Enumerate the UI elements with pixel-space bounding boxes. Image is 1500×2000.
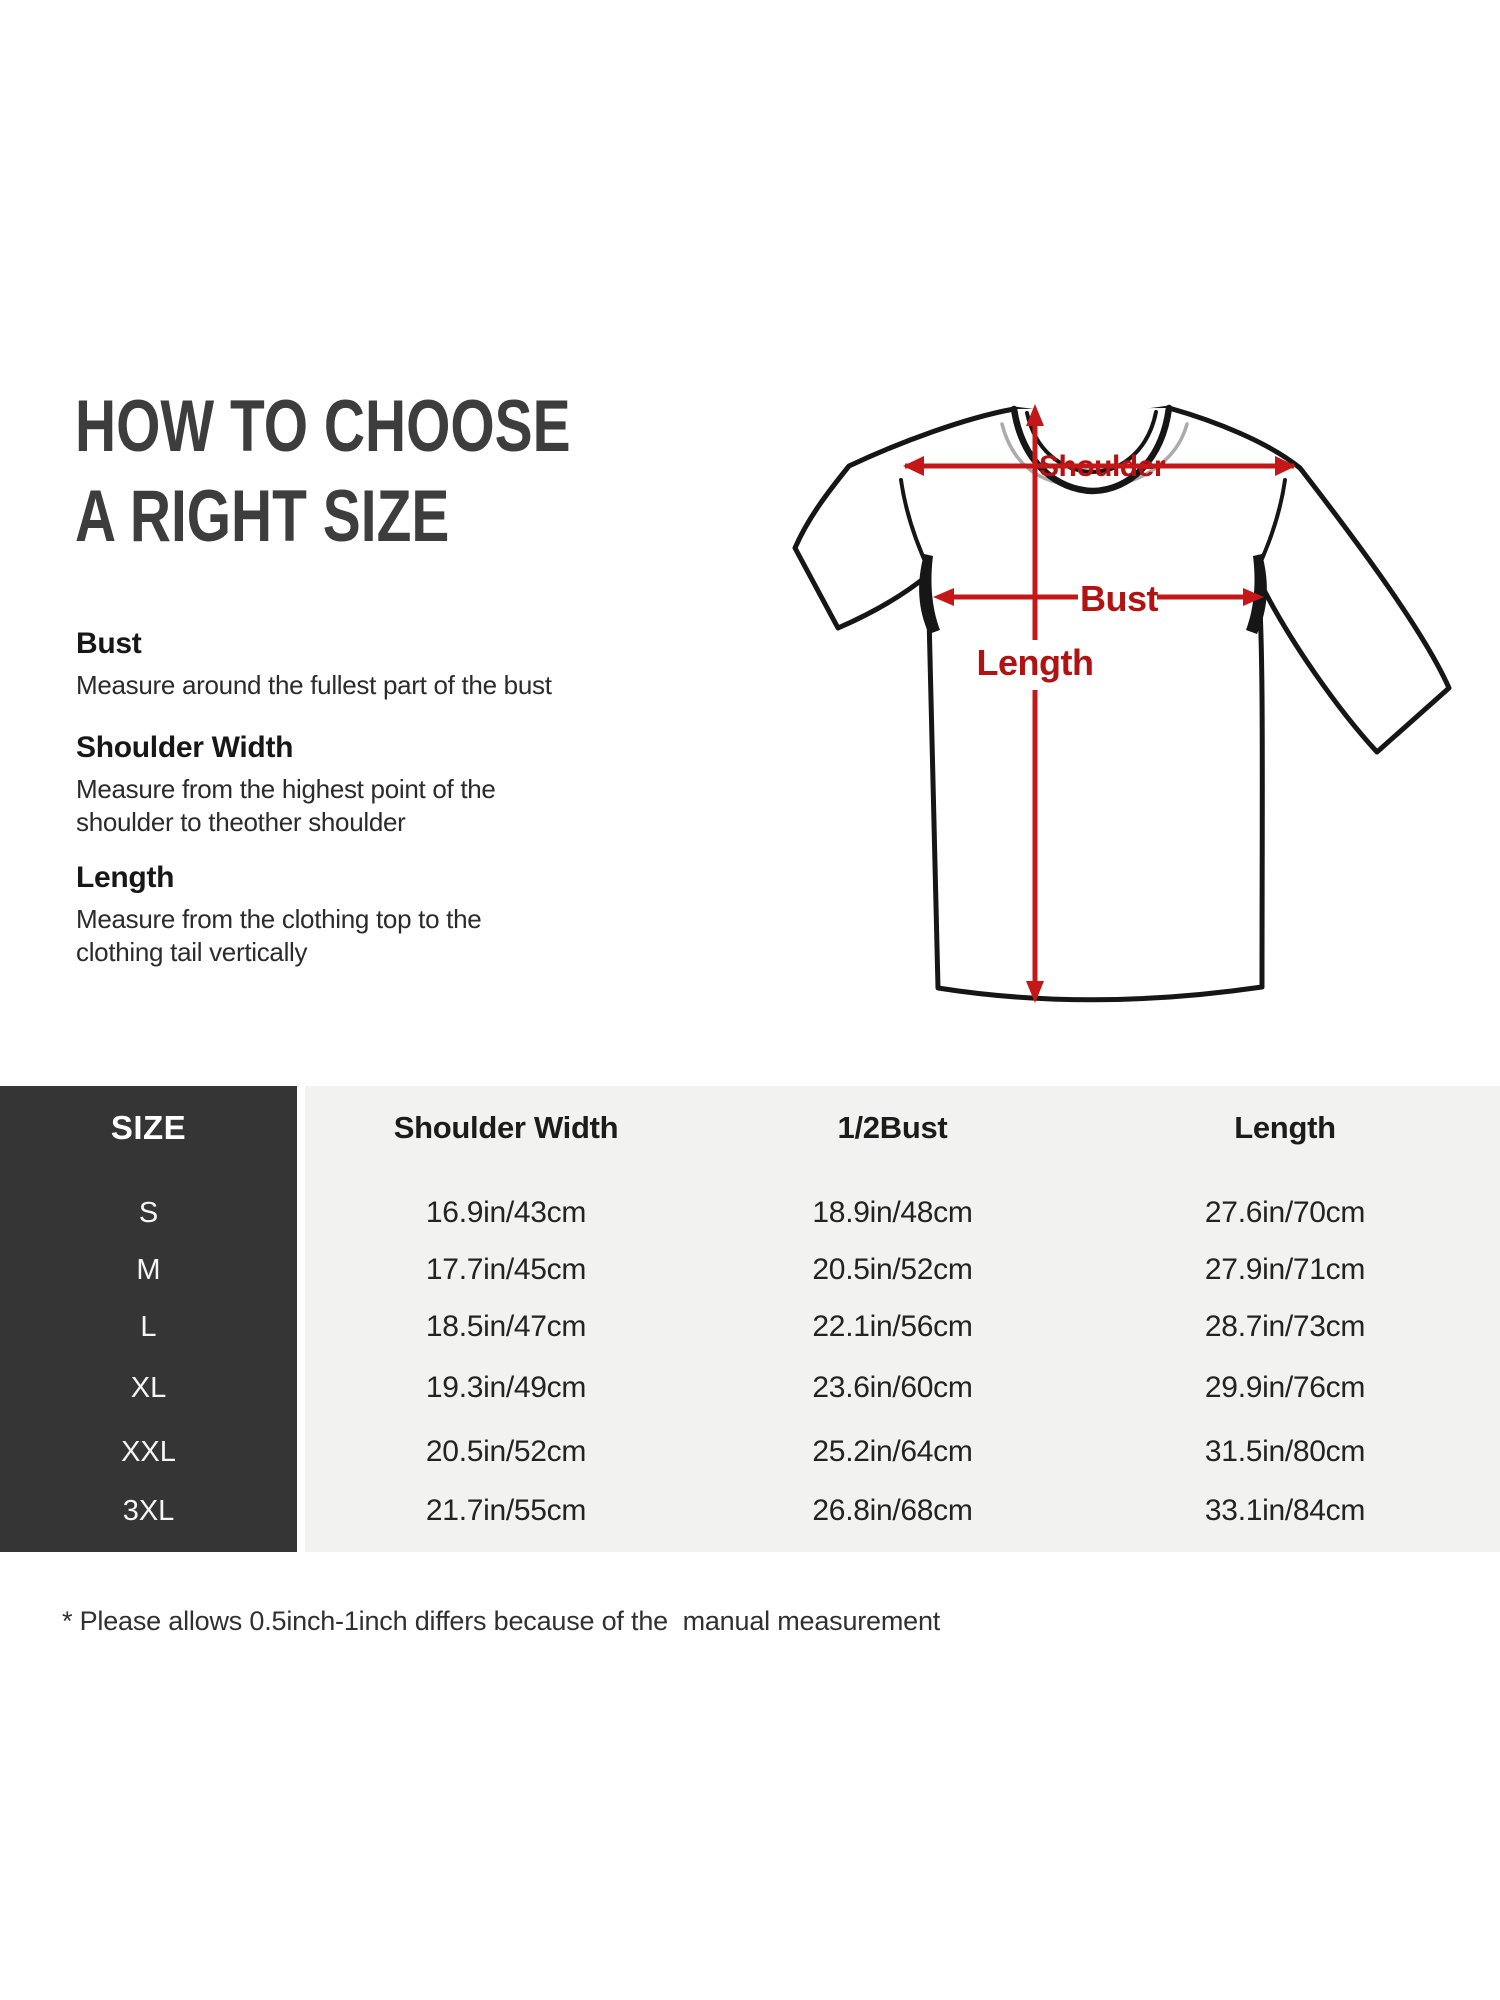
shoulder-value: 17.7in/45cm xyxy=(425,1253,587,1286)
bust-arrowhead-right xyxy=(1243,588,1264,606)
half-bust-value: 22.1in/56cm xyxy=(812,1310,973,1343)
length-arrow xyxy=(1026,404,1044,1003)
bust-arrow xyxy=(933,588,1264,606)
page-title: HOW TO CHOOSE A RIGHT SIZE xyxy=(75,382,571,562)
size-label: 3XL xyxy=(122,1495,175,1527)
size-label: S xyxy=(138,1197,159,1229)
half-bust-value: 25.2in/64cm xyxy=(812,1435,973,1468)
table-row-3xl: 3XL 21.7in/55cm 26.8in/68cm 33.1in/84cm xyxy=(0,1493,1500,1529)
table-header-row: SIZE Shoulder Width 1/2Bust Length xyxy=(0,1110,1500,1146)
measurement-disclaimer: * Please allows 0.5inch-1inch differs be… xyxy=(62,1606,941,1636)
shoulder-value: 19.3in/49cm xyxy=(425,1371,587,1404)
size-label: XL xyxy=(130,1372,167,1404)
size-label: M xyxy=(136,1254,161,1286)
half-bust-value: 20.5in/52cm xyxy=(812,1253,973,1286)
table-row-xl: XL 19.3in/49cm 23.6in/60cm 29.9in/76cm xyxy=(0,1370,1500,1406)
shoulder-width-heading: Shoulder Width xyxy=(76,731,294,764)
half-bust-value: 23.6in/60cm xyxy=(812,1371,973,1404)
bust-instruction: Measure around the fullest part of the b… xyxy=(76,670,552,700)
tshirt-outline xyxy=(792,405,1452,1003)
shoulder-value: 16.9in/43cm xyxy=(425,1196,587,1229)
title-line-2: A RIGHT SIZE xyxy=(75,476,450,557)
table-row-xxl: XXL 20.5in/52cm 25.2in/64cm 31.5in/80cm xyxy=(0,1434,1500,1470)
length-value: 27.6in/70cm xyxy=(1204,1196,1366,1229)
length-value: 29.9in/76cm xyxy=(1204,1371,1366,1404)
shoulder-width-instruction-line-1: Measure from the highest point of the xyxy=(76,774,496,804)
size-label: XXL xyxy=(121,1436,176,1468)
bust-arrowhead-left xyxy=(933,588,954,606)
length-instruction-line-1: Measure from the clothing top to the xyxy=(76,904,482,934)
title-line-1: HOW TO CHOOSE xyxy=(75,386,571,467)
length-label: Length xyxy=(977,642,1094,683)
length-arrowhead-top xyxy=(1026,404,1044,426)
half-bust-value: 26.8in/68cm xyxy=(812,1494,973,1527)
length-value: 33.1in/84cm xyxy=(1204,1494,1366,1527)
length-arrowhead-bottom xyxy=(1026,981,1044,1003)
column-header-length: Length xyxy=(1234,1110,1336,1145)
length-instruction-line-2: clothing tail vertically xyxy=(76,937,308,967)
tshirt-measurement-diagram: Shoulder Bust Length xyxy=(792,404,1452,1003)
left-armpit-shade xyxy=(919,554,940,634)
length-value: 27.9in/71cm xyxy=(1204,1253,1366,1286)
column-header-half-bust: 1/2Bust xyxy=(837,1110,948,1145)
bust-heading: Bust xyxy=(76,627,142,660)
size-column-background xyxy=(0,1086,297,1552)
collar-band-inner xyxy=(1025,410,1158,475)
length-value: 28.7in/73cm xyxy=(1204,1310,1366,1343)
table-row-l: L 18.5in/47cm 22.1in/56cm 28.7in/73cm xyxy=(0,1309,1500,1345)
shoulder-arrowhead-right xyxy=(1275,456,1296,476)
table-row-s: S 16.9in/43cm 18.9in/48cm 27.6in/70cm xyxy=(0,1195,1500,1231)
collar-opening xyxy=(1010,404,1173,495)
shoulder-value: 21.7in/55cm xyxy=(425,1494,587,1527)
shoulder-arrow xyxy=(903,456,1296,476)
shoulder-width-instruction-line-2: shoulder to theother shoulder xyxy=(76,807,406,837)
table-row-m: M 17.7in/45cm 20.5in/52cm 27.9in/71cm xyxy=(0,1252,1500,1288)
shoulder-arrowhead-left xyxy=(903,456,924,476)
column-header-shoulder-width: Shoulder Width xyxy=(393,1110,619,1145)
length-value: 31.5in/80cm xyxy=(1204,1435,1366,1468)
length-heading: Length xyxy=(76,861,175,894)
size-table: SIZE Shoulder Width 1/2Bust Length S 16.… xyxy=(0,1086,1500,1552)
half-bust-value: 18.9in/48cm xyxy=(812,1196,973,1229)
size-label: L xyxy=(140,1311,157,1343)
table-body-background xyxy=(305,1086,1500,1552)
bust-label: Bust xyxy=(1080,578,1159,619)
column-header-size: SIZE xyxy=(110,1109,187,1146)
shoulder-value: 20.5in/52cm xyxy=(425,1435,587,1468)
shoulder-value: 18.5in/47cm xyxy=(425,1310,587,1343)
